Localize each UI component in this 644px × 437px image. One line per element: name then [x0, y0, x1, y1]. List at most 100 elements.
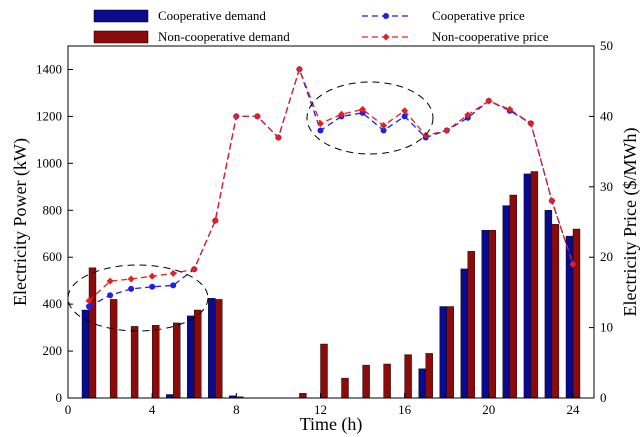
non-cooperative-price-point [253, 112, 261, 120]
non-cooperative-price-point [211, 217, 219, 225]
y-left-tick-label: 1200 [36, 108, 62, 123]
non-cooperative-demand-bar [320, 343, 328, 399]
non-cooperative-price-point [464, 111, 472, 119]
non-cooperative-demand-bar [488, 229, 496, 399]
cooperative-demand-legend-label: Cooperative demand [158, 8, 266, 23]
non-cooperative-demand-bar [383, 363, 391, 399]
y-left-tick-label: 1000 [36, 155, 62, 170]
non-cooperative-price-point [359, 105, 367, 113]
y-left-tick-label: 800 [43, 202, 63, 217]
y-left-tick-label: 600 [43, 249, 63, 264]
non-cooperative-demand-bar [362, 364, 370, 399]
y-left-axis-title: Electricity Power (kW) [10, 138, 31, 306]
y-left-tick-label: 0 [56, 390, 63, 405]
x-axis-title: Time (h) [300, 414, 363, 435]
y-right-tick-label: 10 [600, 320, 613, 335]
cooperative-price-point [86, 303, 92, 310]
cooperative-demand-bar [481, 229, 489, 399]
non-cooperative-price-point [127, 275, 135, 283]
non-cooperative-price-point [338, 110, 346, 118]
cooperative-price-legend-marker [383, 13, 389, 19]
non-cooperative-demand-bar [404, 354, 412, 399]
non-cooperative-demand-bar [130, 326, 139, 399]
x-tick-label: 8 [233, 402, 240, 417]
cooperative-price-point [401, 113, 408, 120]
y-left-tick-label: 400 [43, 296, 63, 311]
x-tick-label: 20 [482, 402, 495, 417]
non-cooperative-price-point [485, 97, 493, 105]
non-cooperative-demand-bar [551, 224, 560, 399]
cooperative-demand-bar [186, 315, 195, 399]
non-cooperative-price-point [274, 134, 282, 142]
non-cooperative-price-point [169, 269, 177, 277]
non-cooperative-price-point [443, 126, 451, 134]
non-cooperative-price-point [190, 265, 198, 273]
cooperative-demand-bar [208, 298, 216, 399]
cooperative-price-point [107, 292, 114, 299]
non-cooperative-demand-bar [467, 251, 475, 399]
cooperative-demand-bar [460, 268, 468, 399]
non-cooperative-demand-bar [172, 322, 181, 399]
non-cooperative-price-point [569, 260, 577, 268]
non-cooperative-price-point [295, 65, 303, 73]
cooperative-price-legend-label: Cooperative price [432, 8, 525, 23]
cooperative-demand-bar [502, 205, 510, 399]
cooperative-demand-legend-swatch [93, 9, 149, 23]
non-cooperative-demand-bar [425, 353, 433, 399]
y-left-tick-label: 200 [43, 343, 63, 358]
non-cooperative-price-point [106, 277, 114, 285]
y-left-tick-label: 1400 [36, 61, 62, 76]
cooperative-price-point [170, 282, 177, 289]
non-cooperative-price-point [527, 119, 535, 127]
lines-layer [85, 65, 577, 310]
y-right-tick-label: 0 [600, 390, 607, 405]
cooperative-demand-bar [418, 368, 426, 399]
non-cooperative-demand-bar [446, 306, 454, 399]
cooperative-price-point [317, 127, 324, 134]
non-cooperative-price-point [85, 297, 93, 305]
non-cooperative-demand-bar [151, 325, 160, 399]
x-tick-label: 24 [566, 402, 580, 417]
annotation-ellipse-left [67, 264, 209, 332]
non-cooperative-price-point [422, 131, 430, 139]
non-cooperative-price-legend-label: Non-cooperative price [432, 29, 549, 44]
x-tick-label: 0 [65, 402, 72, 417]
annotation-ellipses [67, 81, 434, 332]
y-right-tick-label: 40 [600, 108, 613, 123]
cooperative-demand-bar [439, 306, 447, 399]
annotation-ellipse-right [306, 81, 434, 155]
non-cooperative-demand-legend-label: Non-cooperative demand [158, 29, 290, 44]
non-cooperative-price-legend-marker [382, 33, 390, 41]
non-cooperative-demand-bar [215, 299, 223, 399]
non-cooperative-price-line [88, 67, 574, 302]
plot-frame [67, 45, 595, 399]
non-cooperative-demand-bar [572, 228, 581, 399]
y-right-tick-label: 30 [600, 179, 613, 194]
non-cooperative-price-point [316, 119, 324, 127]
non-cooperative-price-point [380, 122, 388, 130]
non-cooperative-demand-bar [109, 299, 118, 399]
x-tick-label: 16 [398, 402, 412, 417]
x-tick-label: 12 [314, 402, 327, 417]
non-cooperative-price-point [506, 105, 514, 113]
non-cooperative-demand-bar [193, 309, 202, 399]
non-cooperative-price-point [148, 272, 156, 280]
cooperative-demand-bar [165, 394, 174, 399]
non-cooperative-price-point [401, 107, 409, 115]
x-tick-label: 4 [149, 402, 156, 417]
non-cooperative-demand-bar [341, 377, 349, 399]
cooperative-price-point [380, 127, 387, 134]
y-right-tick-label: 50 [600, 38, 613, 53]
y-right-tick-label: 20 [600, 249, 613, 264]
non-cooperative-price-point [232, 112, 240, 120]
non-cooperative-demand-bar [88, 267, 97, 399]
non-cooperative-demand-bar [299, 393, 307, 399]
cooperative-price-point [128, 285, 135, 292]
cooperative-demand-bar [81, 309, 90, 399]
cooperative-demand-bar [544, 210, 553, 399]
ticks-layer: 0 4 8 12 16 20 24 0 200 400 600 800 1000 1200 1400 0 10 2… [36, 38, 613, 417]
non-cooperative-demand-legend-swatch [93, 30, 149, 44]
non-cooperative-price-point [548, 197, 556, 205]
bars-layer [81, 171, 581, 399]
